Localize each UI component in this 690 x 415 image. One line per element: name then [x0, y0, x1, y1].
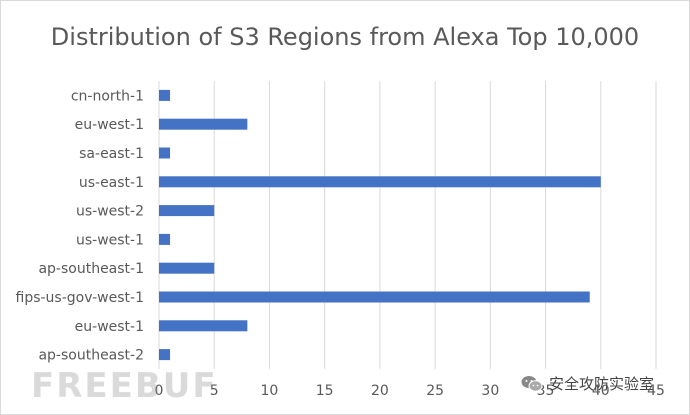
- category-label: eu-west-1: [75, 117, 144, 133]
- category-label: fips-us-gov-west-1: [16, 290, 145, 306]
- bar: [159, 176, 601, 188]
- category-label: us-west-2: [76, 204, 144, 220]
- x-tick-label: 20: [371, 383, 389, 399]
- bar: [159, 147, 171, 159]
- x-tick-label: 5: [210, 383, 219, 399]
- wechat-account-name: 安全攻防实验室: [549, 375, 655, 393]
- category-label: ap-southeast-2: [38, 348, 144, 364]
- bar: [159, 349, 171, 361]
- freebuf-watermark: FREEBUF: [31, 366, 218, 406]
- bar: [159, 262, 215, 274]
- gridlines: [158, 81, 657, 369]
- y-axis-labels: cn-north-1 eu-west-1 sa-east-1 us-east-1 us-…: [16, 88, 145, 363]
- bar: [159, 233, 171, 245]
- bar: [159, 320, 248, 332]
- bar: [159, 89, 171, 101]
- x-tick-label: 0: [155, 383, 164, 399]
- category-label: cn-north-1: [71, 88, 144, 104]
- wechat-account: 安全攻防实验室: [521, 373, 654, 394]
- x-tick-label: 10: [261, 383, 279, 399]
- category-label: us-east-1: [79, 175, 144, 191]
- wechat-icon: [521, 375, 543, 392]
- bars: [159, 89, 601, 361]
- chart-title: Distribution of S3 Regions from Alexa To…: [50, 23, 640, 51]
- x-tick-label: 15: [316, 383, 334, 399]
- bar: [159, 118, 248, 130]
- bar: [159, 205, 215, 217]
- x-tick-label: 25: [426, 383, 444, 399]
- category-label: ap-southeast-1: [38, 261, 144, 277]
- x-tick-label: 30: [481, 383, 499, 399]
- bar: [159, 291, 590, 303]
- x-axis-labels: 0 5 10 15 20 25 30 35 40 45: [155, 383, 665, 399]
- category-label: sa-east-1: [79, 146, 144, 162]
- x-tick-label: 40: [592, 383, 610, 399]
- category-label: us-west-1: [76, 232, 144, 248]
- x-tick-label: 45: [647, 383, 665, 399]
- category-label: eu-west-1: [75, 319, 144, 335]
